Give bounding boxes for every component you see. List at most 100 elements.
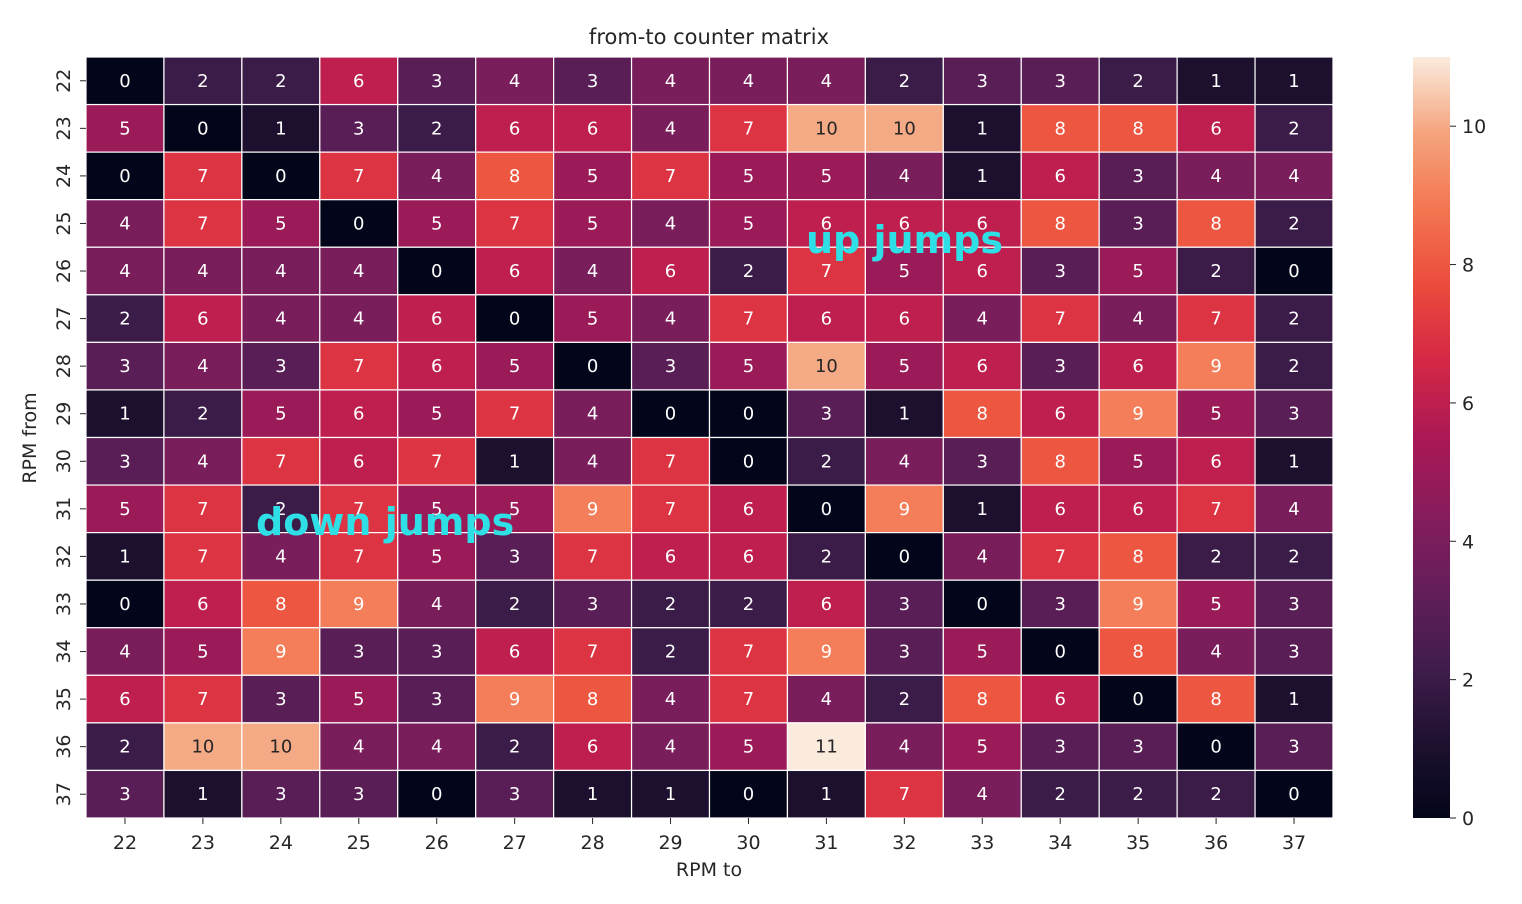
heatmap-cell [163,341,243,391]
cell-value-label: 3 [899,594,910,615]
heatmap-cell [864,627,944,676]
heatmap-cell [1176,294,1256,343]
cell-value-label: 2 [431,118,442,139]
cell-value-label: 3 [1288,737,1299,758]
heatmap-cell [630,199,711,248]
heatmap-cell [630,532,711,581]
heatmap-cell [553,436,633,486]
heatmap-cell [241,341,321,391]
cell-value-label: 6 [1210,451,1221,472]
cell-value-label: 4 [1210,166,1221,187]
heatmap-cell [864,103,944,153]
y-axis-ticks: 22 23 24 25 26 27 28 29 30 31 32 33 34 35 36 37 [53,69,86,806]
heatmap-cell [241,436,321,486]
heatmap-cell [1176,722,1256,772]
cell-value-label: 3 [587,71,598,92]
cell-value-label: 8 [977,689,988,710]
heatmap-cell [397,341,477,391]
cell-value-label: 5 [587,309,598,330]
cell-value-label: 4 [431,594,442,615]
x-tick-label: 33 [970,832,994,854]
heatmap-cell [475,103,555,153]
cell-value-label: 1 [1288,71,1299,92]
heatmap-cell [1020,294,1100,343]
cell-value-label: 3 [977,451,988,472]
heatmap-cell [163,56,243,106]
heatmap-cell [1254,436,1334,486]
colorbar-tick-label: 8 [1462,255,1474,277]
heatmap-cell [1254,199,1334,248]
cell-value-label: 8 [1132,118,1143,139]
heatmap-cell [319,627,399,676]
cell-value-label: 7 [743,642,754,663]
x-axis-ticks: 22 23 24 25 26 27 28 29 30 31 32 33 34 35 36 37 [113,818,1306,854]
x-axis-label: RPM to [676,859,742,881]
cell-value-label: 5 [587,213,598,234]
heatmap-cell [630,56,711,106]
heatmap-cell [864,532,944,581]
cell-value-label: 5 [743,356,754,377]
heatmap-cell [942,436,1022,486]
cell-value-label: 2 [197,404,208,425]
heatmap-cell [1176,389,1256,439]
cell-value-label: 4 [899,737,910,758]
x-tick-label: 37 [1282,832,1306,854]
heatmap-cell [864,151,944,201]
cell-value-label: 7 [353,166,364,187]
cell-value-label: 5 [275,404,286,425]
cell-value-label: 4 [587,451,598,472]
y-tick-label: 28 [53,354,75,378]
cell-value-label: 1 [509,451,520,472]
heatmap-cell [553,722,633,772]
cell-value-label: 4 [665,309,676,330]
y-tick-label: 36 [53,735,75,759]
cell-value-label: 6 [665,546,676,567]
heatmap-cell [85,199,165,248]
cell-value-label: 4 [197,261,208,282]
heatmap-cell [630,579,711,629]
cell-value-label: 5 [743,213,754,234]
heatmap-cell [942,769,1022,819]
heatmap-cell [163,103,243,153]
heatmap-cell [786,722,866,772]
heatmap-cell [864,769,944,819]
cell-value-label: 3 [1054,261,1065,282]
heatmap-cell [1254,151,1334,201]
heatmap-cell [319,769,399,819]
cell-value-label: 4 [665,118,676,139]
cell-value-label: 7 [275,451,286,472]
heatmap-cell [786,579,866,629]
heatmap-cell [1176,674,1256,724]
heatmap-cell [475,436,555,486]
colorbar-tick-label: 0 [1462,808,1474,830]
cell-value-label: 6 [821,213,832,234]
heatmap-cell [241,246,321,296]
x-tick-label: 35 [1126,832,1150,854]
cell-value-label: 10 [269,737,292,758]
cell-value-label: 10 [815,118,838,139]
heatmap-cell [942,484,1022,534]
heatmap-cell [708,769,789,819]
heatmap-cell [475,56,555,106]
heatmap-cell [786,627,866,676]
cell-value-label: 2 [1210,261,1221,282]
heatmap-cell [397,199,477,248]
heatmap-cell [1254,579,1334,629]
cell-value-label: 1 [821,784,832,805]
cell-value-label: 3 [431,689,442,710]
cell-value-label: 4 [353,309,364,330]
cell-value-label: 0 [1132,689,1143,710]
heatmap-cell [397,722,477,772]
y-tick-label: 23 [53,116,75,140]
cell-value-label: 3 [275,356,286,377]
heatmap-cell [1254,484,1334,534]
cell-value-label: 1 [1210,71,1221,92]
heatmap-cell [1098,294,1178,343]
heatmap-cell [1176,199,1256,248]
cell-value-label: 0 [509,309,520,330]
cell-value-label: 7 [665,166,676,187]
cell-value-label: 4 [821,71,832,92]
heatmap-cell [1020,341,1100,391]
cell-value-label: 4 [119,261,130,282]
cell-value-label: 7 [1210,309,1221,330]
